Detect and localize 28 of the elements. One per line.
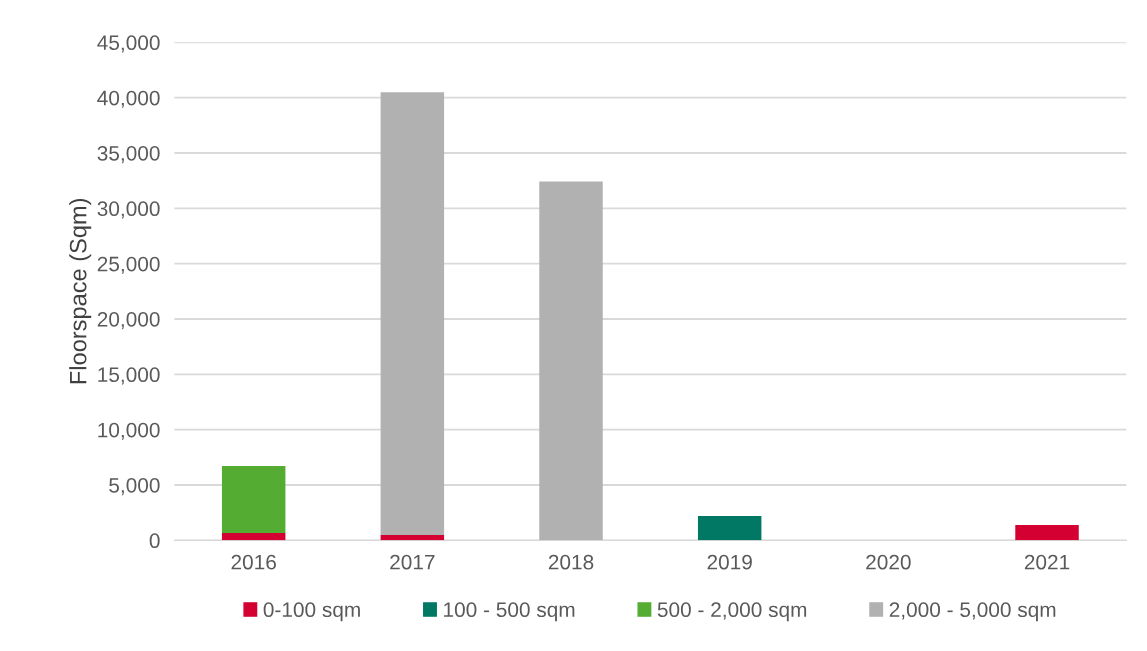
legend-label: 0-100 sqm xyxy=(263,602,360,622)
legend-label: 2,000 - 5,000 sqm xyxy=(889,602,1056,622)
x-tick-label: 2018 xyxy=(548,554,594,570)
bar xyxy=(380,92,445,536)
x-tick-label: 2021 xyxy=(1024,554,1070,570)
bar xyxy=(539,181,603,541)
y-tick-label: 5,000 xyxy=(109,478,160,496)
x-tick-label: 2019 xyxy=(707,554,752,570)
legend-label: 500 - 2,000 sqm xyxy=(657,602,807,622)
bar xyxy=(221,533,286,541)
y-tick-label: 45,000 xyxy=(97,35,160,53)
bar xyxy=(380,535,445,541)
y-tick-label: 20,000 xyxy=(97,311,160,330)
bar xyxy=(1015,525,1079,541)
y-tick-label: 0 xyxy=(149,533,160,549)
x-tick-label: 2016 xyxy=(231,554,276,570)
x-tick-label: 2020 xyxy=(866,554,911,570)
y-tick-label: 15,000 xyxy=(98,367,160,385)
y-tick-label: 25,000 xyxy=(97,256,160,274)
y-tick-label: 40,000 xyxy=(97,90,160,108)
bar xyxy=(221,465,286,534)
legend-label: 100 - 500 sqm xyxy=(444,602,575,622)
x-tick-label: 2017 xyxy=(390,554,435,570)
y-tick-label: 35,000 xyxy=(97,145,160,164)
y-tick-label: 30,000 xyxy=(97,201,160,219)
y-axis-title: Floorspace (Sqm) xyxy=(69,198,92,384)
bar xyxy=(697,515,762,541)
y-tick-label: 10,000 xyxy=(98,422,160,440)
